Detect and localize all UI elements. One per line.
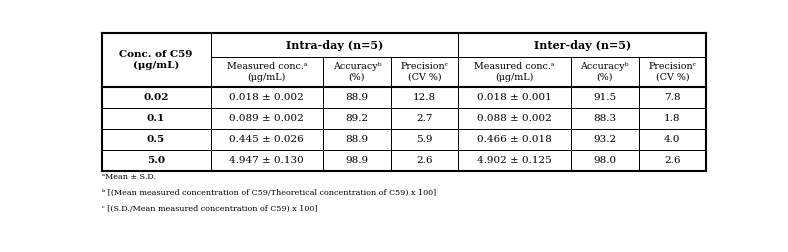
- Bar: [323, 150, 391, 171]
- Bar: [323, 108, 391, 129]
- Text: Measured conc.ᵃ
(μg/mL): Measured conc.ᵃ (μg/mL): [474, 62, 555, 82]
- Bar: [323, 87, 391, 108]
- Bar: [210, 129, 323, 150]
- Text: Inter-day (n=5): Inter-day (n=5): [533, 40, 631, 51]
- Text: 88.9: 88.9: [345, 135, 369, 144]
- Text: Accuracyᵇ
(%): Accuracyᵇ (%): [333, 62, 381, 82]
- Bar: [638, 129, 706, 150]
- Text: Precisionᶜ
(CV %): Precisionᶜ (CV %): [400, 62, 448, 82]
- Bar: [323, 57, 391, 87]
- Bar: [571, 57, 638, 87]
- Bar: [102, 33, 210, 87]
- Text: 0.445 ± 0.026: 0.445 ± 0.026: [229, 135, 304, 144]
- Bar: [571, 129, 638, 150]
- Text: 5.9: 5.9: [416, 135, 433, 144]
- Bar: [210, 108, 323, 129]
- Bar: [323, 129, 391, 150]
- Text: 1.8: 1.8: [664, 114, 681, 123]
- Text: 0.089 ± 0.002: 0.089 ± 0.002: [229, 114, 304, 123]
- Text: 91.5: 91.5: [593, 93, 616, 102]
- Text: 12.8: 12.8: [413, 93, 436, 102]
- Text: 93.2: 93.2: [593, 135, 616, 144]
- Bar: [459, 150, 571, 171]
- Text: 5.0: 5.0: [147, 156, 165, 165]
- Bar: [102, 87, 210, 108]
- Bar: [571, 150, 638, 171]
- Bar: [391, 87, 459, 108]
- Bar: [459, 33, 706, 57]
- Text: 98.9: 98.9: [345, 156, 369, 165]
- Bar: [391, 57, 459, 87]
- Text: 89.2: 89.2: [345, 114, 369, 123]
- Bar: [391, 150, 459, 171]
- Bar: [459, 57, 571, 87]
- Bar: [210, 87, 323, 108]
- Text: 88.3: 88.3: [593, 114, 616, 123]
- Text: Intra-day (n=5): Intra-day (n=5): [286, 40, 383, 51]
- Text: 0.1: 0.1: [147, 114, 165, 123]
- Text: 98.0: 98.0: [593, 156, 616, 165]
- Bar: [638, 87, 706, 108]
- Text: 4.902 ± 0.125: 4.902 ± 0.125: [478, 156, 552, 165]
- Bar: [459, 108, 571, 129]
- Bar: [102, 129, 210, 150]
- Text: 0.018 ± 0.001: 0.018 ± 0.001: [478, 93, 552, 102]
- Text: 0.466 ± 0.018: 0.466 ± 0.018: [478, 135, 552, 144]
- Text: 2.6: 2.6: [416, 156, 433, 165]
- Text: 0.018 ± 0.002: 0.018 ± 0.002: [229, 93, 304, 102]
- Text: Accuracyᵇ
(%): Accuracyᵇ (%): [581, 62, 629, 82]
- Text: ᵃMean ± S.D.: ᵃMean ± S.D.: [102, 173, 155, 181]
- Bar: [571, 87, 638, 108]
- Bar: [102, 150, 210, 171]
- Text: 4.947 ± 0.130: 4.947 ± 0.130: [229, 156, 304, 165]
- Text: 2.6: 2.6: [664, 156, 681, 165]
- Bar: [459, 87, 571, 108]
- Bar: [638, 57, 706, 87]
- Bar: [638, 108, 706, 129]
- Bar: [210, 150, 323, 171]
- Bar: [459, 129, 571, 150]
- Text: 2.7: 2.7: [416, 114, 433, 123]
- Text: 0.5: 0.5: [147, 135, 165, 144]
- Bar: [102, 108, 210, 129]
- Text: Conc. of C59
(μg/mL): Conc. of C59 (μg/mL): [119, 50, 193, 70]
- Bar: [638, 150, 706, 171]
- Text: 88.9: 88.9: [345, 93, 369, 102]
- Text: 0.088 ± 0.002: 0.088 ± 0.002: [478, 114, 552, 123]
- Text: 0.02: 0.02: [143, 93, 169, 102]
- Text: 7.8: 7.8: [664, 93, 681, 102]
- Bar: [210, 57, 323, 87]
- Bar: [210, 33, 459, 57]
- Text: ᶜ [(S.D./Mean measured concentration of C59) x 100]: ᶜ [(S.D./Mean measured concentration of …: [102, 205, 317, 213]
- Bar: [571, 108, 638, 129]
- Text: Measured conc.ᵃ
(μg/mL): Measured conc.ᵃ (μg/mL): [227, 62, 307, 82]
- Text: 4.0: 4.0: [664, 135, 681, 144]
- Text: Precisionᶜ
(CV %): Precisionᶜ (CV %): [649, 62, 697, 82]
- Text: ᵇ [(Mean measured concentration of C59/Theoretical concentration of C59) x 100]: ᵇ [(Mean measured concentration of C59/T…: [102, 189, 436, 197]
- Bar: [391, 108, 459, 129]
- Bar: [391, 129, 459, 150]
